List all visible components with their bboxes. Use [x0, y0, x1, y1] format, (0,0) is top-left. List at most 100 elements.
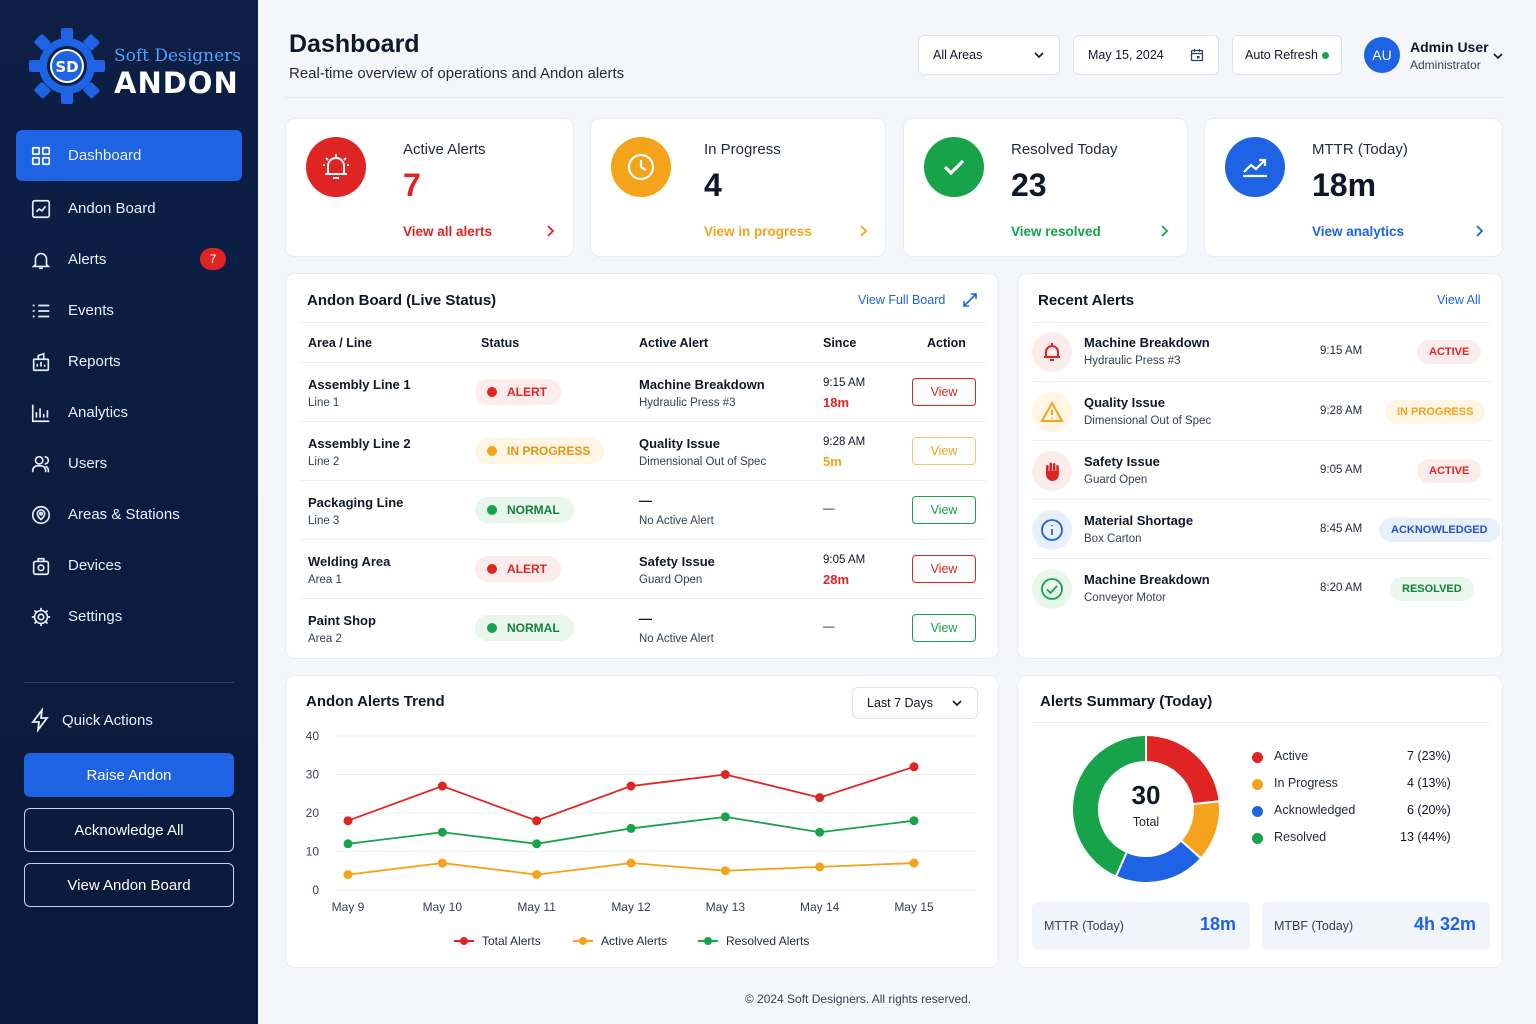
- list-item[interactable]: Safety Issue Guard Open 9:05 AM ACTIVE: [1032, 440, 1492, 499]
- grid-icon: [31, 146, 51, 165]
- view-button[interactable]: View: [912, 437, 976, 465]
- checkmark-icon: [924, 137, 984, 197]
- sidebar-item-users[interactable]: Users: [16, 438, 242, 489]
- chevron-right-icon[interactable]: [544, 223, 558, 239]
- table-row: Assembly Line 2 Line 2 IN PROGRESS Quali…: [298, 421, 986, 480]
- avatar[interactable]: AU: [1364, 37, 1400, 73]
- chevron-down-icon: [952, 700, 962, 707]
- brand-main: ANDON: [114, 66, 239, 100]
- chevron-right-icon[interactable]: [857, 223, 871, 239]
- view-analytics-link[interactable]: View analytics: [1312, 224, 1405, 239]
- sidebar-item-reports[interactable]: Reports: [16, 336, 242, 387]
- location-icon: [31, 505, 51, 524]
- list-item[interactable]: Machine Breakdown Hydraulic Press #3 9:1…: [1032, 322, 1492, 381]
- column-header-since: Since: [823, 336, 857, 350]
- alert-title: Material Shortage: [1084, 513, 1194, 528]
- y-tick-label: 0: [312, 883, 319, 897]
- y-tick-label: 20: [306, 806, 320, 820]
- view-button[interactable]: View: [912, 496, 976, 524]
- stat-card-in-progress: In Progress 4 View in progress: [590, 118, 886, 257]
- x-tick-label: May 12: [611, 900, 651, 914]
- column-header-alert: Active Alert: [639, 336, 709, 350]
- list-item[interactable]: Material Shortage Box Carton 8:45 AM ACK…: [1032, 499, 1500, 558]
- device-icon: [32, 557, 50, 575]
- alerts-count-badge: 7: [200, 248, 226, 270]
- y-tick-label: 30: [306, 768, 320, 782]
- stat-value: 4: [704, 167, 722, 203]
- view-full-board-link[interactable]: View Full Board: [858, 293, 946, 307]
- chevron-right-icon[interactable]: [1158, 223, 1172, 239]
- view-button[interactable]: View: [912, 555, 976, 583]
- bell-icon: [31, 252, 51, 269]
- area-select[interactable]: All Areas: [918, 35, 1060, 75]
- sidebar-item-areas-stations[interactable]: Areas & Stations: [16, 489, 242, 540]
- reports-icon: [32, 352, 50, 371]
- sidebar-item-events[interactable]: Events: [16, 285, 242, 336]
- since-time: 9:28 AM: [823, 436, 866, 448]
- data-point: [815, 862, 825, 872]
- data-point: [909, 858, 919, 868]
- summary-header-divider: [1032, 722, 1490, 723]
- check-circle-icon: [1032, 569, 1072, 609]
- header-divider: [285, 97, 1503, 98]
- status-badge: ALERT: [475, 556, 561, 582]
- alerts-trend-card: Andon Alerts Trend Last 7 Days 0 10 20 30 40…: [285, 675, 999, 968]
- sidebar: SD Soft Designers ANDON Dashboard Andon …: [0, 0, 258, 1024]
- table-row: Paint Shop Area 2 NORMAL — No Active Ale…: [298, 598, 986, 657]
- quick-actions-label: Quick Actions: [62, 711, 153, 729]
- stat-value: 18m: [1312, 167, 1377, 203]
- sidebar-item-settings[interactable]: Settings: [16, 591, 242, 642]
- alert-title: Quality Issue: [1084, 395, 1165, 410]
- list-item[interactable]: Machine Breakdown Conveyor Motor 8:20 AM…: [1032, 558, 1492, 617]
- list-item[interactable]: Quality Issue Dimensional Out of Spec 9:…: [1032, 381, 1492, 440]
- recent-alerts-list: Machine Breakdown Hydraulic Press #3 9:1…: [1018, 322, 1504, 652]
- stat-card-mttr: MTTR (Today) 18m View analytics: [1204, 118, 1503, 257]
- alerts-summary-donut: [1071, 733, 1221, 884]
- date-picker[interactable]: May 15, 2024: [1073, 35, 1219, 75]
- data-point: [815, 793, 825, 803]
- raise-andon-button[interactable]: Raise Andon: [24, 753, 234, 797]
- view-all-recent-link[interactable]: View All: [1437, 293, 1481, 307]
- expand-icon[interactable]: [962, 292, 978, 308]
- auto-refresh-status-dot: [1322, 51, 1329, 59]
- user-menu-chevron-icon[interactable]: [1492, 50, 1504, 62]
- view-andon-board-button[interactable]: View Andon Board: [24, 863, 234, 907]
- legend-swatch-dot: [460, 937, 468, 945]
- sidebar-item-dashboard[interactable]: Dashboard: [16, 130, 242, 181]
- table-row: Assembly Line 1 Line 1 ALERT Machine Bre…: [298, 362, 986, 421]
- legend-item-active: Active 7 (23%): [1252, 747, 1462, 767]
- sidebar-item-label: Andon Board: [68, 200, 156, 217]
- status-badge: ALERT: [475, 379, 561, 405]
- since-time: —: [823, 503, 835, 515]
- data-point: [437, 781, 447, 791]
- alert-subtitle: Guard Open: [1084, 474, 1148, 486]
- sidebar-item-analytics[interactable]: Analytics: [16, 387, 242, 438]
- sidebar-item-devices[interactable]: Devices: [16, 540, 242, 591]
- acknowledge-all-button[interactable]: Acknowledge All: [24, 808, 234, 852]
- view-button[interactable]: View: [912, 378, 976, 406]
- auto-refresh-toggle[interactable]: Auto Refresh: [1232, 35, 1342, 75]
- brand-logo[interactable]: SD Soft Designers ANDON: [28, 26, 241, 108]
- alert-subtitle: Box Carton: [1084, 533, 1142, 545]
- sidebar-item-label: Settings: [68, 608, 123, 625]
- chevron-right-icon[interactable]: [1473, 223, 1487, 239]
- legend-swatch-dot: [704, 937, 712, 945]
- data-point: [720, 866, 730, 876]
- sidebar-item-alerts[interactable]: Alerts 7: [16, 234, 242, 285]
- trend-range-select[interactable]: Last 7 Days: [852, 687, 978, 719]
- stat-value: 23: [1011, 167, 1047, 203]
- sidebar-divider: [24, 682, 234, 683]
- sidebar-item-andon-board[interactable]: Andon Board: [16, 183, 242, 234]
- user-name[interactable]: Admin User: [1410, 39, 1489, 55]
- data-point: [437, 827, 447, 837]
- alert-time: 9:15 AM: [1320, 345, 1363, 357]
- alert-name: Safety Issue: [639, 554, 715, 569]
- trend-range-value: Last 7 Days: [867, 696, 934, 710]
- board-icon: [31, 199, 51, 218]
- view-in-progress-link[interactable]: View in progress: [704, 224, 812, 239]
- view-all-alerts-link[interactable]: View all alerts: [403, 224, 493, 239]
- view-button[interactable]: View: [912, 614, 976, 642]
- andon-board-card: Andon Board (Live Status) View Full Boar…: [285, 273, 999, 659]
- sidebar-item-label: Events: [68, 302, 114, 319]
- view-resolved-link[interactable]: View resolved: [1011, 224, 1101, 239]
